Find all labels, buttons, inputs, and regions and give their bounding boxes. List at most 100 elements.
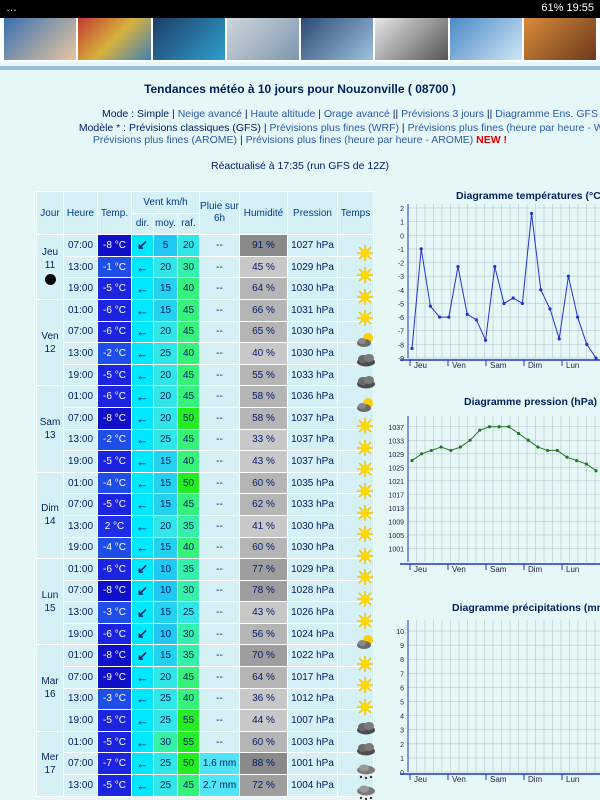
rain-cell: -- <box>199 277 240 300</box>
wind-direction-icon: ← <box>131 514 154 538</box>
data-point <box>429 448 433 453</box>
wind-direction-icon: ← <box>131 277 154 300</box>
banner-thumbnail[interactable] <box>152 18 225 60</box>
day-number: 11 <box>44 259 56 271</box>
wind-direction-icon: ← <box>131 774 154 797</box>
y-tick-label: 2 <box>400 206 404 213</box>
wind-direction-icon: ← <box>131 255 154 279</box>
humidity-cell: 58 % <box>239 385 288 408</box>
rain-cell: -- <box>199 666 240 689</box>
y-tick-label: 1029 <box>388 452 404 459</box>
table-row: 07:00 -9 °C ← 20 45 -- 64 % 1017 hPa <box>37 666 374 694</box>
temperature-cell: -7 °C <box>97 752 132 776</box>
wind-gust-cell: 35 <box>177 558 200 581</box>
weather-icon-cell <box>337 687 374 715</box>
table-row: Lun 15 01:00 -6 °C ↙ 10 35 -- 77 % 1029 hPa <box>36 558 374 646</box>
humidity-cell: 58 % <box>239 406 288 430</box>
hour-cell: 01:00 <box>63 558 98 581</box>
x-tick-label: Jeu <box>414 775 427 784</box>
day-label: Mar 16 <box>36 644 64 732</box>
wind-average-cell: 15 <box>153 536 178 560</box>
wind-gust-cell: 45 <box>177 774 200 797</box>
mode-ensemble-link[interactable]: Diagramme Ens. GFS <box>495 108 598 120</box>
model-wrf-hourly-link[interactable]: Prévisions plus fines (heure par heure -… <box>407 122 600 134</box>
mode-orage-link[interactable]: Orage avancé <box>323 108 390 120</box>
wind-average-cell: 15 <box>153 298 178 322</box>
data-point <box>458 445 463 449</box>
rain-cell: -- <box>199 687 240 711</box>
hour-cell: 07:00 <box>63 752 98 776</box>
wind-direction-icon: ↙ <box>131 601 154 624</box>
model-arome-link[interactable]: Prévisions plus fines (AROME) <box>92 134 238 146</box>
mode-simple-link[interactable]: Simple <box>137 108 170 120</box>
model-gfs-link[interactable]: Prévisions classiques (GFS) <box>129 122 261 134</box>
rain-cell: -- <box>199 493 240 516</box>
rain-cell: -- <box>199 363 240 387</box>
y-tick-label: 1009 <box>388 519 404 526</box>
rain-cell: -- <box>199 255 240 279</box>
y-tick-label: 1025 <box>388 465 404 472</box>
day-number: 12 <box>44 343 56 355</box>
pressure-cell: 1033 hPa <box>287 363 338 387</box>
wind-gust-cell: 45 <box>177 298 200 322</box>
banner-thumbnail[interactable] <box>4 18 77 60</box>
y-tick-label: 1013 <box>388 506 404 513</box>
hour-cell: 19:00 <box>63 709 98 732</box>
wind-average-cell: 30 <box>153 730 178 754</box>
y-tick-label: 2 <box>400 742 404 749</box>
data-point <box>516 431 521 436</box>
day-number: 17 <box>44 764 56 776</box>
hour-cell: 07:00 <box>63 666 98 689</box>
weather-icon-cell <box>337 752 375 779</box>
banner-thumbnail[interactable] <box>301 18 374 60</box>
y-tick-label: 9 <box>400 643 404 650</box>
table-row: 19:00 -6 °C ↙ 10 30 -- 56 % 1024 hPa <box>37 622 374 650</box>
pressure-cell: 1007 hPa <box>287 709 338 732</box>
table-row: 07:00 -5 °C ← 15 45 -- 62 % 1033 hPa <box>37 493 374 521</box>
humidity-cell: 43 % <box>239 601 288 624</box>
temperature-chart: 210-1-2-3-4-5-6-7-8-9JeuVenSamDimLun <box>398 204 600 370</box>
rain-cell: -- <box>199 644 240 668</box>
temperature-cell: -5 °C <box>97 774 132 797</box>
day-label: Dim 14 <box>36 471 64 560</box>
wind-direction-icon: ← <box>131 298 154 322</box>
banner-thumbnail[interactable] <box>523 18 596 60</box>
pressure-cell: 1037 hPa <box>287 450 338 473</box>
table-row: Dim 14 01:00 -4 °C ← 15 50 -- 60 % 1035 hPa <box>36 471 374 560</box>
pressure-cell: 1001 hPa <box>287 752 338 776</box>
col-weather: Temps <box>337 190 374 236</box>
x-tick-label: Dim <box>528 361 543 370</box>
weather-icon-cell <box>337 514 374 543</box>
pressure-cell: 1030 hPa <box>287 277 338 300</box>
data-point <box>539 288 543 292</box>
data-point <box>439 445 443 449</box>
banner-thumbnail[interactable] <box>449 18 522 60</box>
model-arome-hourly-link[interactable]: Prévisions plus fines (heure par heure -… <box>245 134 474 146</box>
wind-gust-cell: 45 <box>177 320 200 344</box>
wind-direction-icon: ← <box>131 709 154 732</box>
humidity-cell: 41 % <box>239 514 288 538</box>
table-row: 13:00 -5 °C ← 25 45 2.7 mm 72 % 1004 hPa <box>37 774 375 800</box>
mode-altitude-link[interactable]: Haute altitude <box>250 108 316 120</box>
data-point <box>478 428 482 432</box>
rain-cell: 2.7 mm <box>199 774 240 797</box>
mode-3jours-link[interactable]: Prévisions 3 jours <box>401 108 484 120</box>
banner-thumbnail[interactable] <box>375 18 448 60</box>
y-tick-label: 8 <box>400 657 404 664</box>
model-wrf-link[interactable]: Prévisions plus fines (WRF) <box>269 122 399 134</box>
humidity-cell: 70 % <box>239 644 288 668</box>
banner-thumbnail[interactable] <box>226 18 299 60</box>
wind-gust-cell: 30 <box>177 622 200 646</box>
day-number: 13 <box>44 430 56 442</box>
wind-direction-icon: ← <box>131 471 154 495</box>
y-tick-label: 6 <box>400 685 404 692</box>
weather-icon-cell <box>337 644 374 672</box>
table-row: 19:00 -4 °C ← 15 40 -- 60 % 1030 hPa <box>37 536 374 564</box>
data-point <box>566 274 570 278</box>
humidity-cell: 64 % <box>239 277 288 300</box>
wind-direction-icon: ← <box>131 730 154 754</box>
banner-thumbnail[interactable] <box>78 18 151 60</box>
table-row: Sam 13 01:00 -6 °C ← 20 45 -- 58 % 1036 hPa <box>36 385 374 473</box>
data-point <box>474 318 478 322</box>
mode-neige-link[interactable]: Neige avancé <box>177 108 242 120</box>
